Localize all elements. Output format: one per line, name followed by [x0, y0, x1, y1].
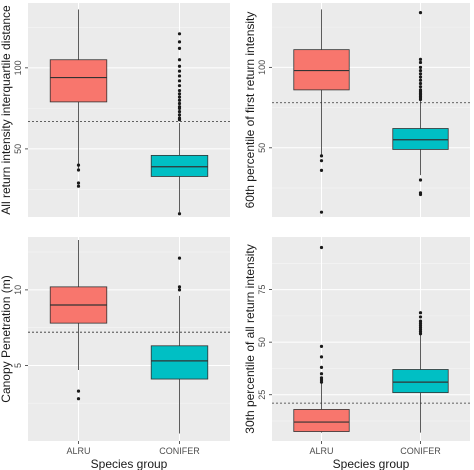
outlier-point	[177, 110, 182, 114]
y-tick-label: 50	[13, 144, 23, 154]
outlier-point	[76, 389, 81, 393]
outlier-point	[319, 245, 324, 250]
y-tick-label: 5	[13, 363, 23, 368]
x-tick-label: CONIFER	[159, 446, 200, 456]
outlier-point	[177, 95, 182, 99]
outlier-point	[177, 113, 182, 117]
outlier-point	[319, 154, 324, 158]
y-tick-label: 100	[257, 60, 267, 75]
box-conifer	[392, 11, 449, 197]
outlier-point	[76, 397, 81, 401]
outlier-point	[319, 372, 324, 376]
box-conifer	[150, 32, 209, 216]
outlier-point	[177, 46, 182, 50]
outlier-point	[418, 332, 423, 336]
outlier-point	[418, 311, 423, 315]
x-tick-label: CONIFER	[400, 446, 441, 456]
outlier-point	[418, 68, 423, 73]
outlier-point	[177, 212, 182, 216]
y-tick-label: 100	[13, 60, 23, 75]
outlier-point	[177, 32, 182, 36]
outlier-point	[319, 159, 324, 163]
outlier-point	[177, 79, 182, 83]
outlier-point	[319, 365, 324, 369]
y-axis-title: 30th percentile of all return intensity	[243, 244, 257, 433]
panel-background	[272, 237, 470, 441]
outlier-point	[418, 81, 423, 86]
iqr-box	[392, 369, 449, 394]
outlier-point	[418, 72, 423, 76]
outlier-point	[177, 84, 182, 88]
x-tick-label: ALRU	[66, 446, 90, 456]
iqr-box	[150, 345, 209, 380]
box-conifer	[392, 311, 449, 433]
outlier-point	[177, 288, 182, 292]
outlier-point	[418, 85, 423, 89]
outlier-point	[177, 106, 182, 110]
outlier-point	[418, 192, 423, 197]
outlier-point	[418, 178, 423, 182]
iqr-box	[150, 154, 209, 177]
outlier-point	[418, 57, 423, 61]
panel-background	[28, 237, 230, 441]
outlier-point	[177, 58, 182, 62]
y-axis-title: Canopy Penetration (m)	[0, 275, 13, 402]
box-alru	[293, 9, 350, 214]
outlier-point	[177, 98, 182, 102]
outlier-point	[418, 97, 423, 102]
y-axis-title: All return intensity interquartile dista…	[0, 5, 13, 215]
outlier-point	[418, 78, 423, 82]
x-axis-title: Species group	[333, 457, 410, 470]
outlier-point	[418, 315, 423, 319]
y-tick-label: 75	[257, 285, 267, 295]
outlier-point	[319, 344, 324, 348]
outlier-point	[418, 75, 423, 79]
x-tick-label: ALRU	[309, 446, 333, 456]
outlier-point	[76, 181, 81, 185]
box-alru	[49, 9, 108, 188]
outlier-point	[418, 11, 423, 15]
y-tick-label: 50	[257, 143, 267, 153]
outlier-point	[177, 64, 182, 68]
y-tick-label: 50	[257, 337, 267, 347]
outlier-point	[76, 163, 81, 167]
outlier-point	[319, 168, 324, 172]
y-axis-title: 60th percentile of first return intensit…	[243, 12, 257, 209]
outlier-point	[177, 88, 182, 93]
y-tick-label: 10	[13, 285, 23, 295]
box-alru	[293, 245, 350, 433]
outlier-point	[177, 118, 182, 122]
outlier-point	[76, 168, 81, 172]
outlier-point	[177, 40, 182, 44]
outlier-point	[418, 65, 423, 69]
outlier-point	[177, 92, 182, 96]
outlier-point	[319, 210, 324, 214]
iqr-box	[293, 409, 350, 432]
outlier-point	[76, 184, 81, 188]
panel-background	[272, 3, 470, 217]
box-conifer	[150, 256, 209, 434]
iqr-box	[392, 128, 449, 150]
outlier-point	[319, 355, 324, 359]
outlier-point	[319, 380, 324, 384]
outlier-point	[177, 69, 182, 73]
outlier-point	[177, 285, 182, 289]
y-tick-label: 25	[257, 390, 267, 400]
x-axis-title: Species group	[91, 457, 168, 470]
panel-background	[28, 3, 230, 217]
outlier-point	[177, 74, 182, 78]
outlier-point	[177, 256, 182, 260]
iqr-box	[49, 59, 108, 103]
outlier-point	[177, 101, 182, 106]
iqr-box	[293, 49, 350, 91]
outlier-point	[418, 60, 423, 65]
box-alru	[49, 240, 108, 401]
